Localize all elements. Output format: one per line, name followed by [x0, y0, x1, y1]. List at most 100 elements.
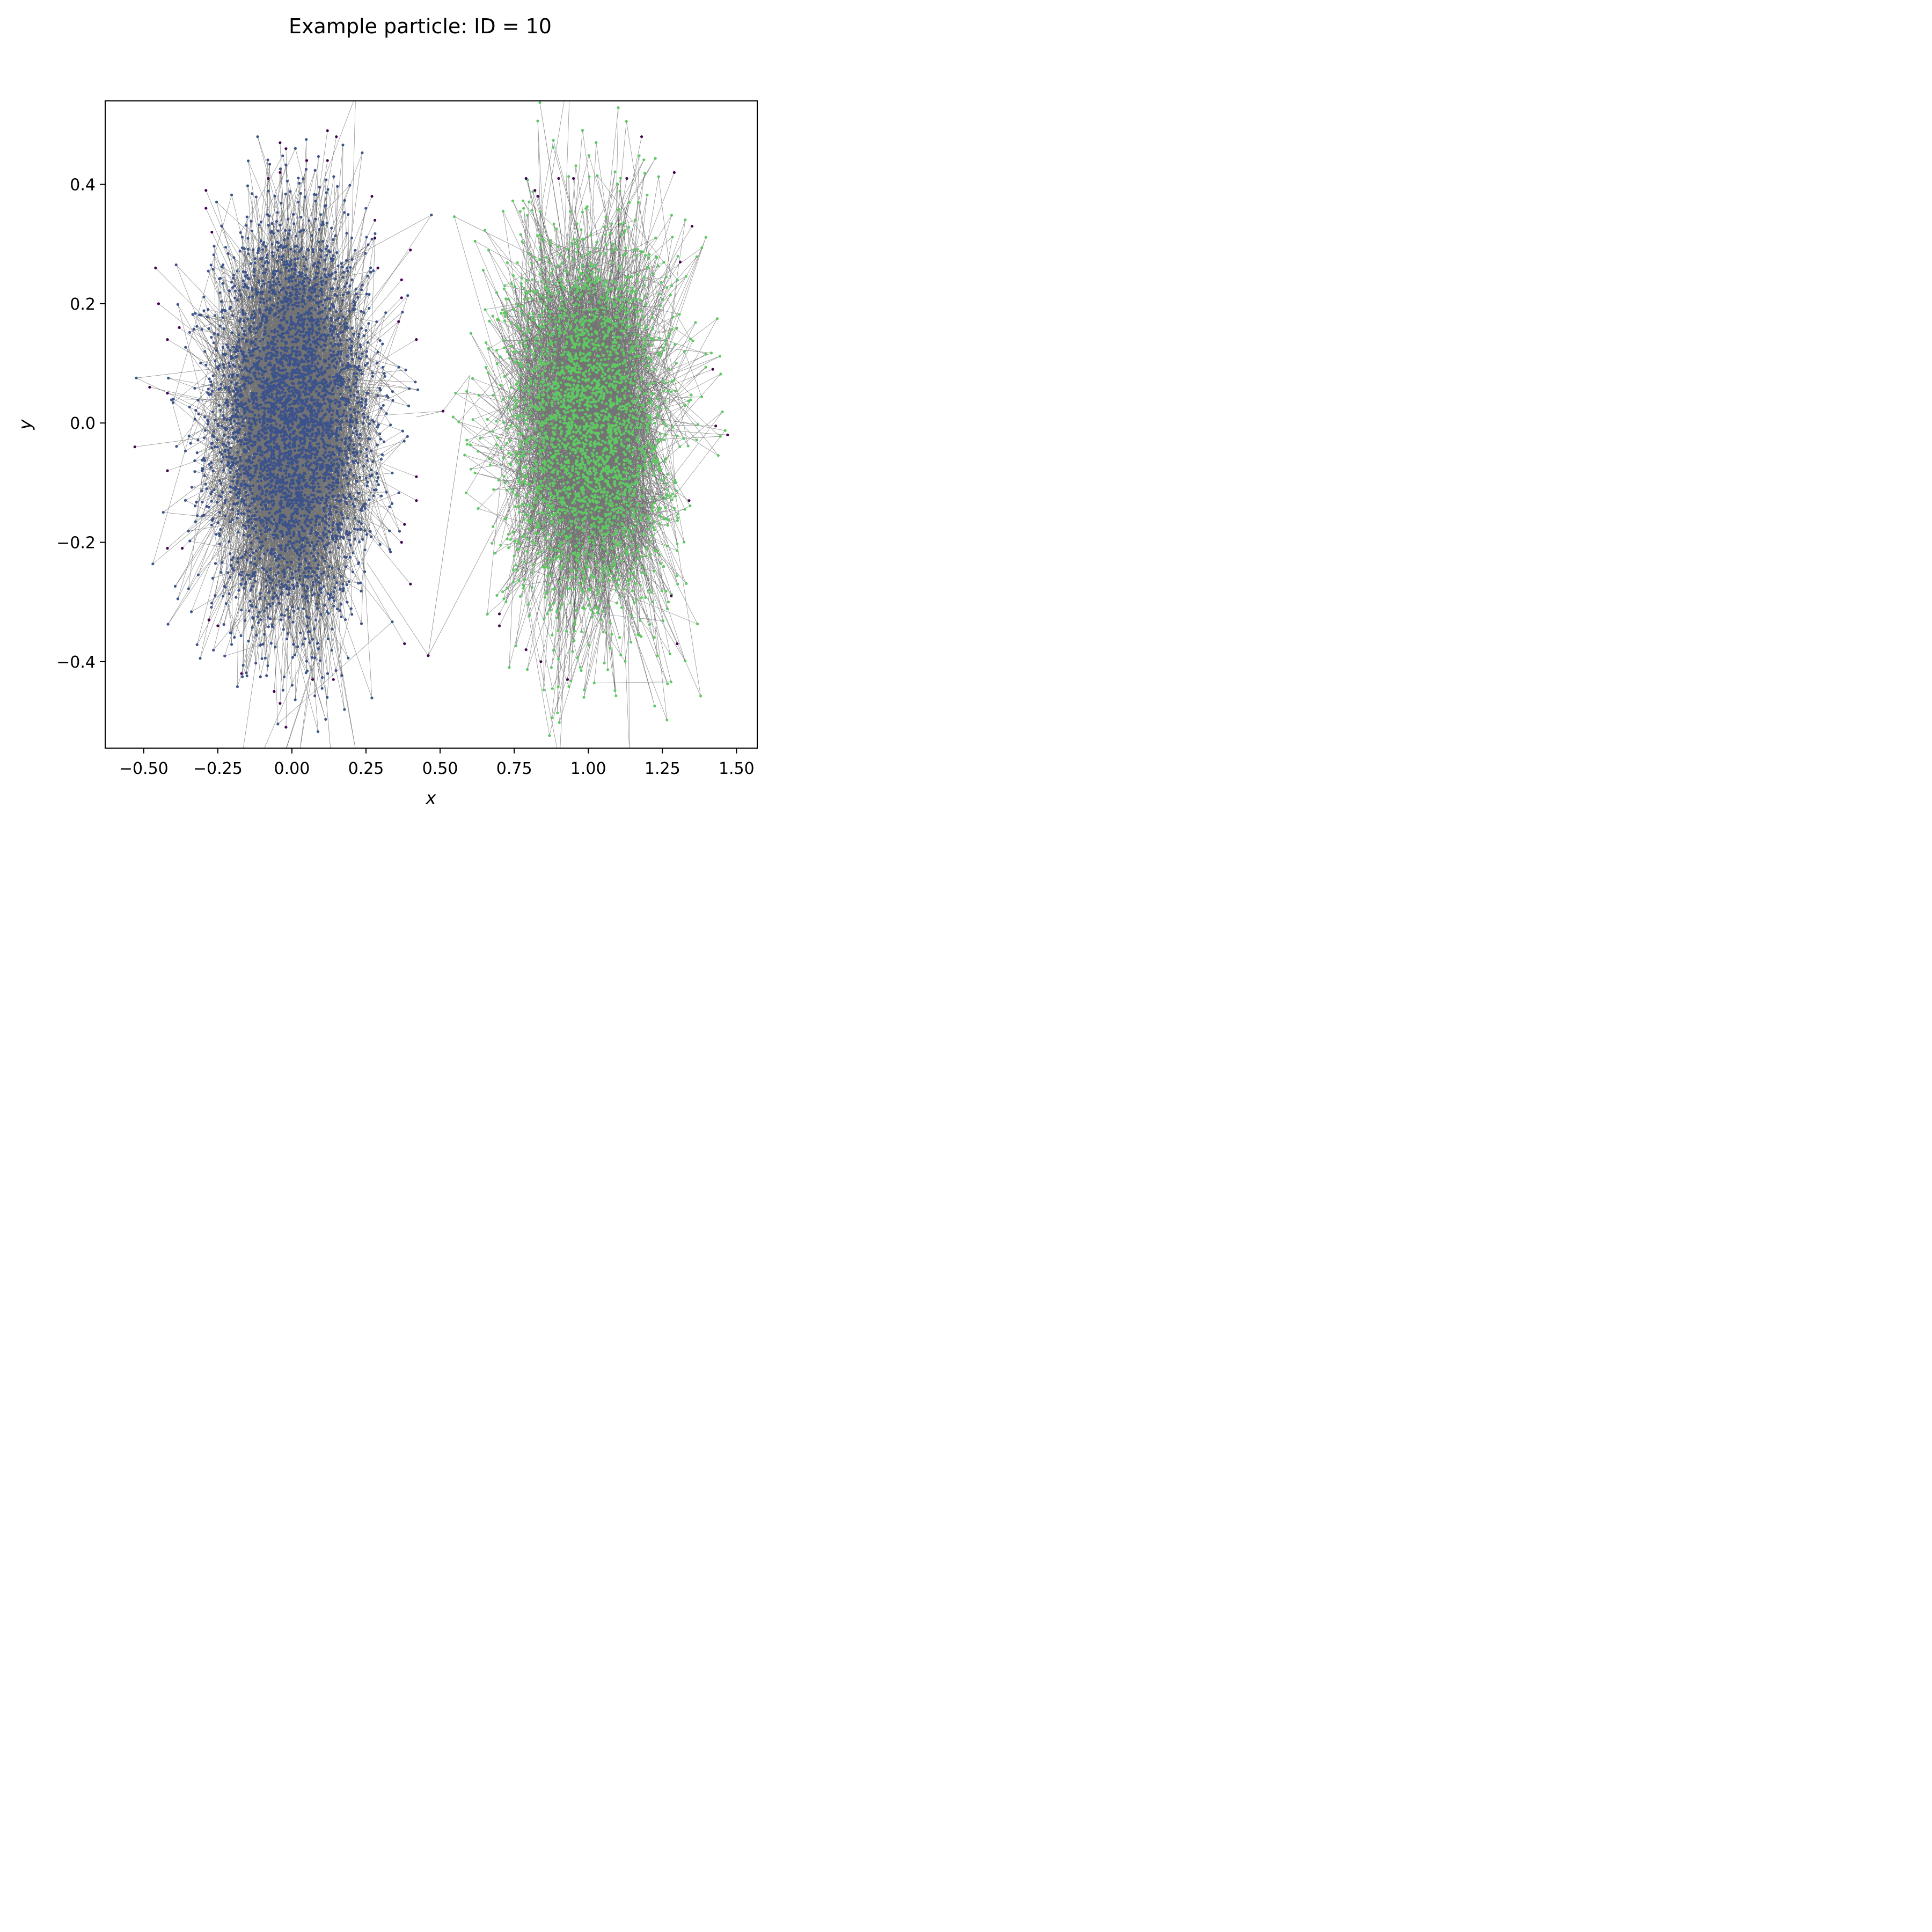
- data-point: [252, 309, 255, 313]
- data-point: [321, 539, 325, 543]
- data-point: [290, 356, 293, 360]
- data-point: [336, 462, 339, 465]
- data-point: [369, 449, 372, 453]
- data-point: [316, 607, 319, 610]
- data-point: [336, 386, 340, 390]
- data-point: [592, 612, 595, 615]
- data-point: [331, 389, 334, 392]
- data-point: [304, 348, 308, 352]
- data-point: [269, 415, 273, 418]
- data-point: [275, 478, 279, 481]
- data-point: [643, 276, 646, 279]
- data-point: [597, 269, 601, 272]
- data-point: [270, 547, 273, 551]
- data-point: [559, 541, 562, 544]
- data-point: [282, 264, 286, 267]
- data-point: [328, 404, 332, 407]
- data-point: [325, 191, 328, 194]
- data-point: [267, 603, 270, 606]
- data-point: [265, 508, 268, 511]
- data-point: [272, 436, 275, 440]
- data-point: [253, 261, 257, 265]
- data-point: [294, 147, 297, 150]
- data-point: [289, 450, 292, 453]
- data-point: [228, 451, 231, 455]
- data-point: [236, 481, 239, 485]
- data-point: [382, 404, 385, 407]
- data-point: [576, 339, 579, 342]
- data-point: [265, 308, 268, 311]
- data-point: [287, 269, 290, 272]
- data-point: [281, 689, 285, 692]
- data-point: [650, 392, 653, 396]
- data-point: [567, 279, 570, 282]
- data-point: [231, 480, 235, 483]
- data-point: [261, 508, 264, 511]
- data-point: [247, 159, 250, 163]
- data-point: [316, 574, 319, 577]
- data-point: [272, 467, 275, 471]
- data-point: [281, 515, 284, 518]
- data-point: [327, 273, 331, 276]
- data-point: [251, 402, 254, 405]
- data-point: [336, 185, 339, 188]
- data-point: [236, 501, 239, 505]
- data-point: [276, 229, 280, 232]
- data-point: [344, 618, 347, 621]
- data-point: [366, 341, 369, 344]
- data-point: [244, 582, 247, 586]
- data-point: [172, 397, 175, 401]
- outlier-connector: [637, 555, 678, 644]
- data-point: [257, 346, 260, 349]
- data-point: [311, 348, 314, 351]
- data-point: [606, 291, 610, 294]
- data-point: [299, 406, 303, 409]
- data-point: [230, 193, 233, 196]
- data-point: [319, 213, 323, 216]
- data-point: [335, 294, 339, 297]
- data-point: [597, 579, 600, 582]
- data-point: [259, 618, 262, 621]
- data-point: [610, 249, 613, 252]
- data-point: [283, 353, 286, 356]
- data-point: [280, 618, 283, 621]
- data-point: [277, 309, 281, 312]
- data-point: [265, 522, 268, 525]
- data-point: [291, 410, 295, 413]
- data-point: [280, 201, 283, 204]
- data-point: [293, 653, 297, 656]
- data-point: [275, 594, 278, 597]
- data-point: [360, 372, 363, 376]
- data-point: [273, 347, 276, 350]
- data-point: [232, 273, 235, 277]
- data-point: [303, 277, 306, 280]
- data-point: [184, 499, 187, 502]
- data-point: [642, 158, 646, 162]
- data-point: [265, 320, 268, 324]
- data-point: [294, 258, 297, 261]
- data-point: [288, 442, 291, 445]
- data-point: [616, 568, 619, 572]
- data-point: [353, 372, 356, 375]
- data-point: [325, 297, 328, 301]
- data-point: [339, 428, 342, 431]
- outlier-connector: [167, 393, 224, 406]
- data-point: [253, 274, 256, 277]
- data-point: [322, 397, 326, 400]
- data-point: [307, 509, 310, 513]
- data-point: [286, 358, 289, 362]
- data-point: [543, 303, 546, 306]
- data-point: [544, 485, 547, 488]
- data-point: [285, 433, 288, 437]
- data-point: [308, 404, 311, 408]
- data-point: [559, 420, 562, 423]
- data-point: [658, 495, 662, 499]
- data-point: [215, 349, 218, 352]
- data-point: [254, 441, 257, 444]
- data-point: [330, 319, 333, 322]
- data-point: [265, 518, 268, 522]
- data-point: [583, 419, 586, 422]
- data-point: [285, 476, 288, 479]
- data-point: [295, 493, 299, 496]
- data-point: [401, 311, 404, 314]
